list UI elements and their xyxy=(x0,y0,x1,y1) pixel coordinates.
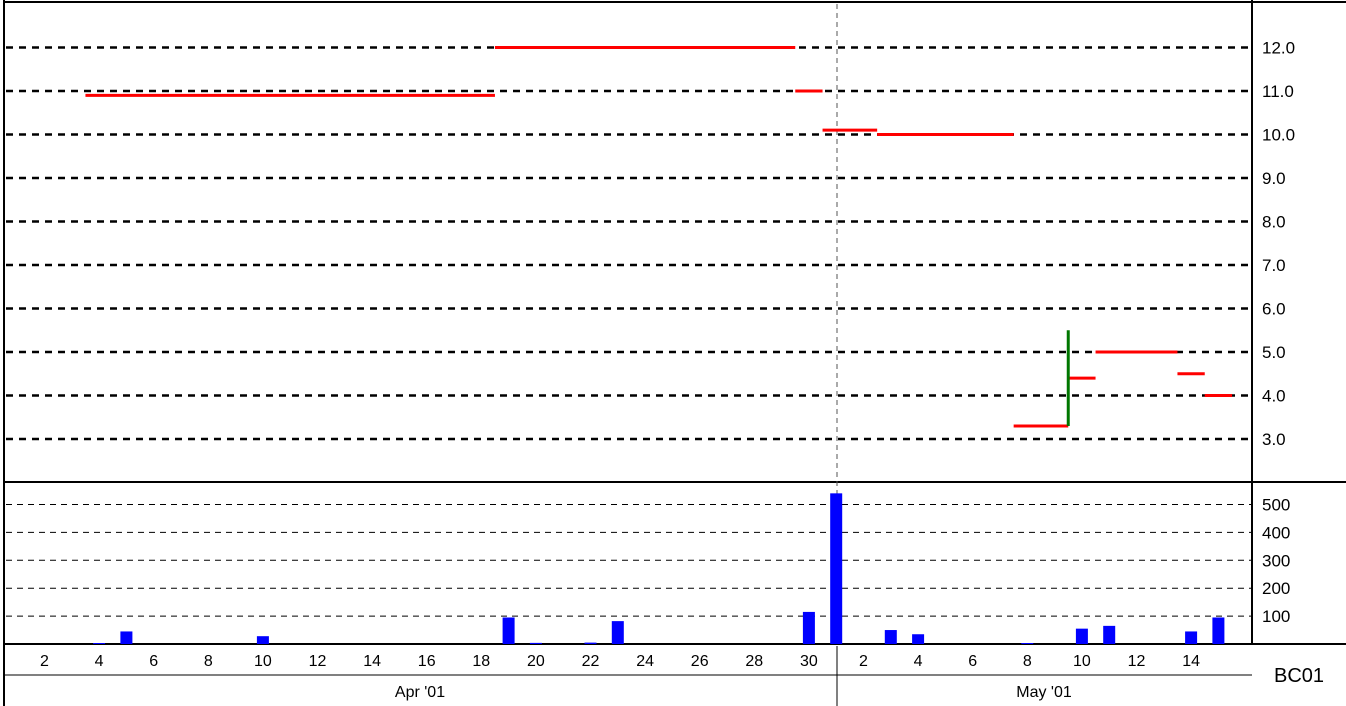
price-tick-label: 10.0 xyxy=(1262,126,1295,145)
x-tick-label: 12 xyxy=(1128,653,1146,670)
x-tick-label: 10 xyxy=(1073,653,1091,670)
symbol-label: BC01 xyxy=(1274,665,1324,687)
volume-tick-label: 100 xyxy=(1262,607,1290,626)
volume-bar xyxy=(529,642,542,644)
volume-bar xyxy=(1075,628,1088,644)
price-tick-label: 5.0 xyxy=(1262,343,1286,362)
volume-tick-label: 300 xyxy=(1262,551,1290,570)
x-tick-label: 10 xyxy=(254,653,272,670)
price-tick-label: 3.0 xyxy=(1262,430,1286,449)
x-tick-label: 18 xyxy=(472,653,490,670)
volume-bar xyxy=(120,631,133,644)
price-tick-label: 11.0 xyxy=(1262,82,1294,101)
x-tick-label: 6 xyxy=(149,653,158,670)
volume-bar xyxy=(830,493,843,644)
x-tick-label: 6 xyxy=(968,653,977,670)
volume-bar xyxy=(1212,617,1225,644)
price-tick-label: 7.0 xyxy=(1262,256,1286,275)
month-label: Apr '01 xyxy=(395,684,445,701)
month-labels: Apr '01 May '01 xyxy=(395,684,1072,701)
volume-bar xyxy=(1185,631,1198,644)
volume-bar xyxy=(611,621,624,644)
x-tick-label: 8 xyxy=(1023,653,1032,670)
volume-bar xyxy=(502,617,515,644)
x-tick-label: 30 xyxy=(800,653,818,670)
x-tick-label: 16 xyxy=(418,653,436,670)
volume-bar xyxy=(802,611,815,644)
x-tick-label: 2 xyxy=(40,653,49,670)
x-tick-label: 12 xyxy=(309,653,327,670)
x-tick-label: 24 xyxy=(636,653,654,670)
volume-axis: 100 200 300 400 500 xyxy=(1262,496,1290,627)
x-tick-label: 4 xyxy=(914,653,923,670)
volume-bar xyxy=(884,630,897,644)
price-tick-label: 12.0 xyxy=(1262,39,1295,58)
volume-tick-label: 500 xyxy=(1262,496,1290,515)
x-tick-label: 8 xyxy=(204,653,213,670)
price-tick-label: 4.0 xyxy=(1262,387,1286,406)
volume-bar xyxy=(1103,625,1116,644)
volume-bar xyxy=(256,636,269,644)
price-tick-label: 6.0 xyxy=(1262,300,1286,319)
x-tick-label: 26 xyxy=(691,653,709,670)
x-tick-label: 14 xyxy=(1182,653,1200,670)
x-tick-label: 28 xyxy=(745,653,763,670)
volume-tick-label: 200 xyxy=(1262,579,1290,598)
x-tick-label: 14 xyxy=(363,653,381,670)
price-tick-label: 8.0 xyxy=(1262,213,1286,232)
volume-bar xyxy=(93,643,106,644)
x-axis-ticks: 2 4 6 8 10 12 14 16 18 20 22 24 26 28 30 2 4 6 8 10 12 14 xyxy=(40,646,1200,675)
x-tick-label: 4 xyxy=(95,653,104,670)
x-tick-label: 22 xyxy=(582,653,600,670)
volume-bars xyxy=(93,493,1225,644)
month-label: May '01 xyxy=(1016,684,1072,701)
price-tick-label: 9.0 xyxy=(1262,169,1286,188)
chart-frame xyxy=(3,0,1346,706)
x-tick-label: 20 xyxy=(527,653,545,670)
volume-tick-label: 400 xyxy=(1262,523,1290,542)
volume-bar xyxy=(584,642,597,644)
volume-bar xyxy=(1021,643,1034,644)
price-axis: 3.0 4.0 5.0 6.0 7.0 8.0 9.0 10.0 11.0 12.0 xyxy=(1262,39,1295,450)
volume-gridlines xyxy=(6,504,1252,617)
price-gridlines xyxy=(6,46,1252,441)
volume-bar xyxy=(912,634,925,644)
price-series xyxy=(85,46,1233,428)
x-tick-label: 2 xyxy=(859,653,868,670)
